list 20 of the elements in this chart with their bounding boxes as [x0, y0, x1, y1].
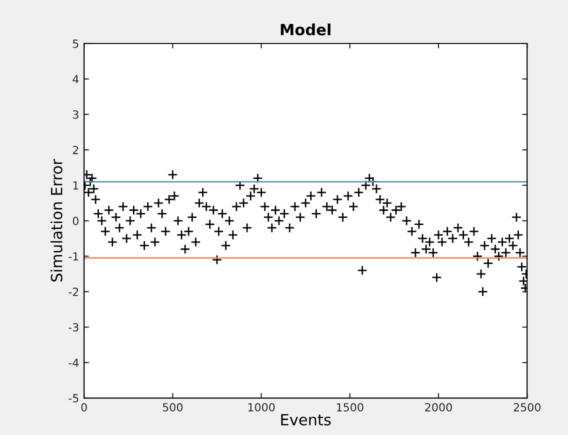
y-tick-label: 1 [73, 181, 78, 190]
y-axis-title: Simulation Error [50, 159, 62, 282]
x-tick-label: 2000 [425, 403, 452, 412]
y-tick-label: 4 [72, 75, 79, 84]
y-tick-label: 5 [72, 40, 78, 48]
x-tick-label: 2500 [514, 403, 541, 412]
x-tick-label: 500 [162, 403, 183, 412]
chart-title: Model [280, 24, 330, 36]
y-tick-label: 3 [72, 110, 78, 119]
y-tick-label: -4 [68, 358, 79, 367]
y-tick-label: -2 [68, 288, 78, 296]
x-axis-title: Events [281, 414, 331, 426]
y-tick-label: -5 [68, 394, 78, 402]
y-tick-label: -3 [68, 323, 78, 332]
x-tick-label: 0 [81, 403, 87, 412]
y-tick-label: 2 [72, 146, 78, 154]
y-tick-label: 0 [72, 216, 78, 226]
y-tick-label: -1 [68, 252, 78, 260]
x-tick-label: 1500 [336, 403, 364, 412]
x-tick-label: 1000 [248, 403, 275, 412]
